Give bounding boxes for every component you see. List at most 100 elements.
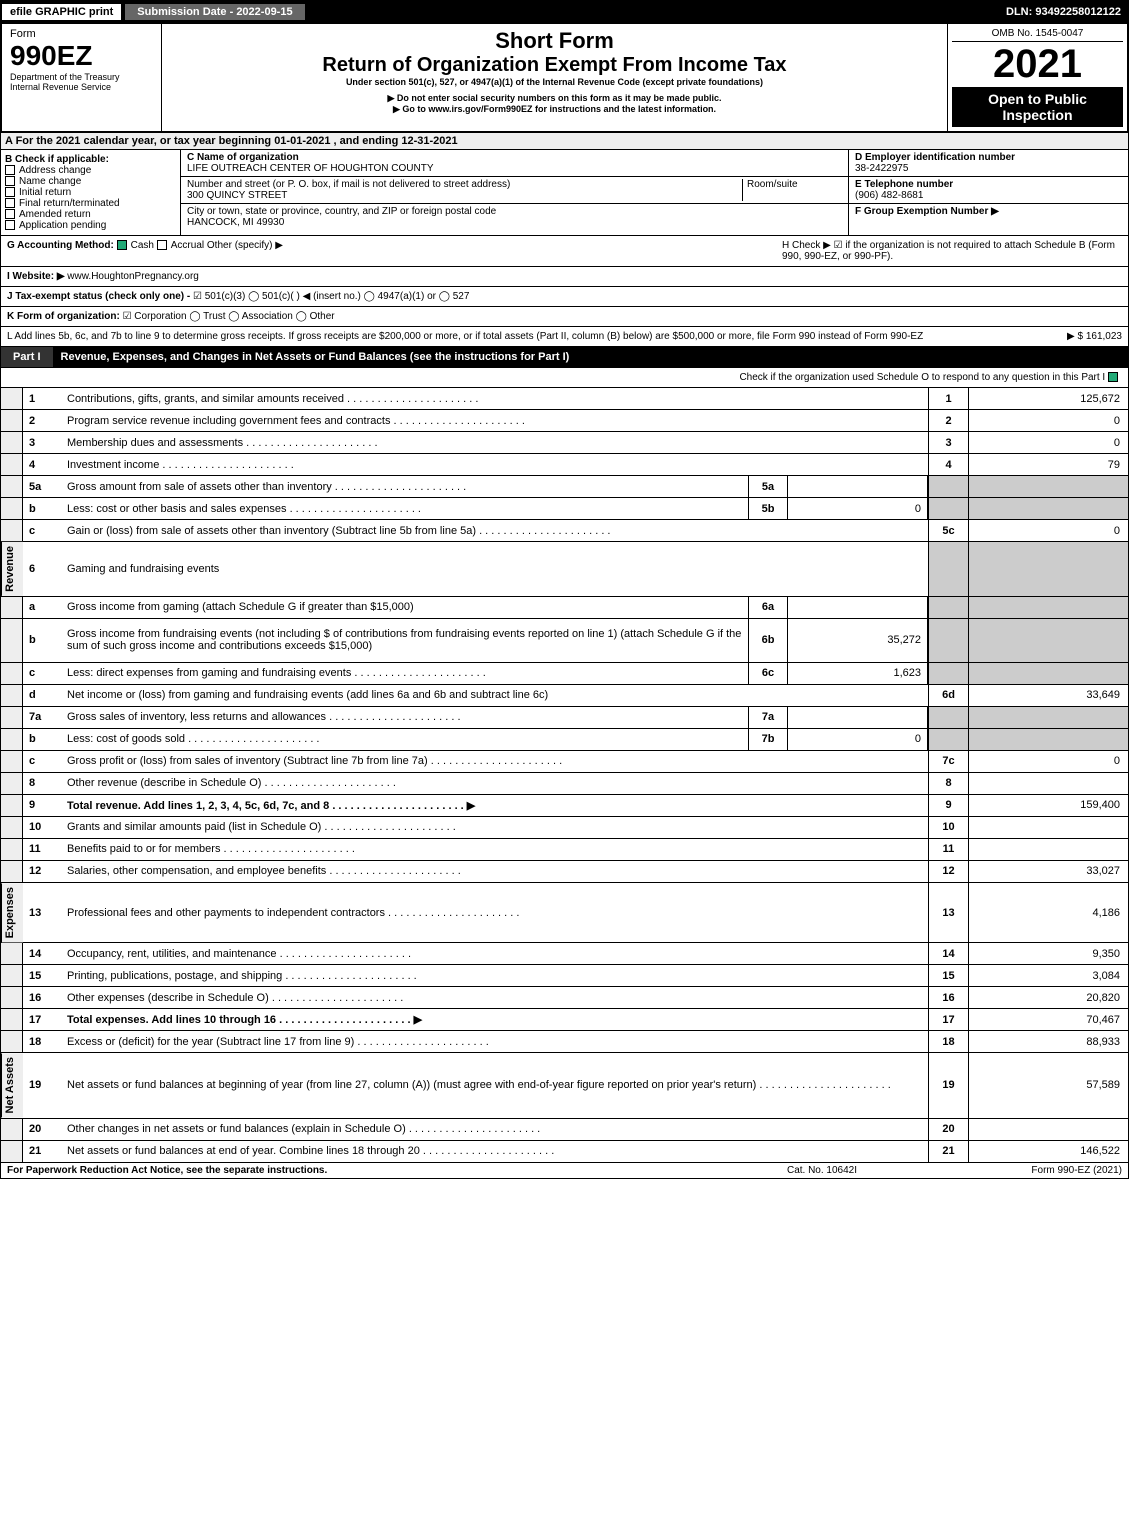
- line-7a: 7a Gross sales of inventory, less return…: [0, 707, 1129, 729]
- street-address: 300 QUINCY STREET: [187, 190, 287, 201]
- line-3: 3 Membership dues and assessments 3 0: [0, 432, 1129, 454]
- line-14: 14 Occupancy, rent, utilities, and maint…: [0, 943, 1129, 965]
- website-value[interactable]: www.HoughtonPregnancy.org: [67, 271, 199, 282]
- form-number: 990EZ: [10, 40, 153, 72]
- check-application-pending[interactable]: Application pending: [5, 220, 176, 231]
- city-label: City or town, state or province, country…: [187, 206, 496, 217]
- line-17: 17 Total expenses. Add lines 10 through …: [0, 1009, 1129, 1031]
- subtitle: Under section 501(c), 527, or 4947(a)(1)…: [166, 77, 943, 87]
- part-1-label: Part I: [1, 347, 53, 367]
- section-l: L Add lines 5b, 6c, and 7b to line 9 to …: [0, 327, 1129, 347]
- section-bcd: B Check if applicable: Address change Na…: [0, 150, 1129, 236]
- line-7b: b Less: cost of goods sold 7b 0: [0, 729, 1129, 751]
- line-6a: a Gross income from gaming (attach Sched…: [0, 597, 1129, 619]
- org-name-label: C Name of organization: [187, 152, 299, 163]
- form-label: Form: [10, 28, 153, 40]
- tax-year: 2021: [952, 42, 1123, 87]
- line-5b: b Less: cost or other basis and sales ex…: [0, 498, 1129, 520]
- line-16: 16 Other expenses (describe in Schedule …: [0, 987, 1129, 1009]
- city-state-zip: HANCOCK, MI 49930: [187, 217, 284, 228]
- line-13: Expenses 13 Professional fees and other …: [0, 883, 1129, 943]
- form-footer-label: Form 990-EZ (2021): [922, 1165, 1122, 1176]
- tax-exempt-label: J Tax-exempt status (check only one) -: [7, 291, 190, 302]
- gross-receipts-value: ▶ $ 161,023: [1067, 331, 1122, 342]
- accrual-checkbox[interactable]: [157, 240, 167, 250]
- line-18: 18 Excess or (deficit) for the year (Sub…: [0, 1031, 1129, 1053]
- dept-treasury: Department of the Treasury: [10, 72, 153, 82]
- section-l-text: L Add lines 5b, 6c, and 7b to line 9 to …: [7, 331, 923, 342]
- ein-value: 38-2422975: [855, 163, 908, 174]
- net-assets-sidebar: Net Assets: [1, 1053, 23, 1117]
- street-label: Number and street (or P. O. box, if mail…: [187, 179, 510, 190]
- group-exemption-label: F Group Exemption Number ▶: [855, 206, 999, 217]
- check-initial-return[interactable]: Initial return: [5, 187, 176, 198]
- website-label: I Website: ▶: [7, 271, 65, 282]
- line-19: Net Assets 19 Net assets or fund balance…: [0, 1053, 1129, 1118]
- omb-number: OMB No. 1545-0047: [952, 28, 1123, 42]
- line-10: 10 Grants and similar amounts paid (list…: [0, 817, 1129, 839]
- other-method: Other (specify) ▶: [207, 240, 283, 251]
- line-2: 2 Program service revenue including gove…: [0, 410, 1129, 432]
- check-final-return[interactable]: Final return/terminated: [5, 198, 176, 209]
- section-b-label: B Check if applicable:: [5, 154, 176, 165]
- org-name: LIFE OUTREACH CENTER OF HOUGHTON COUNTY: [187, 163, 434, 174]
- short-form-title: Short Form: [166, 28, 943, 54]
- schedule-o-checkbox[interactable]: [1108, 372, 1118, 382]
- accounting-method-label: G Accounting Method:: [7, 240, 114, 251]
- line-6: Revenue 6 Gaming and fundraising events: [0, 542, 1129, 597]
- line-20: 20 Other changes in net assets or fund b…: [0, 1119, 1129, 1141]
- line-5c: c Gain or (loss) from sale of assets oth…: [0, 520, 1129, 542]
- tax-exempt-options: ☑ 501(c)(3) ◯ 501(c)( ) ◀ (insert no.) ◯…: [193, 291, 469, 302]
- phone-value: (906) 482-8681: [855, 190, 923, 201]
- section-gh: G Accounting Method: Cash Accrual Other …: [0, 236, 1129, 267]
- phone-label: E Telephone number: [855, 179, 953, 190]
- instructions-link[interactable]: ▶ Go to www.irs.gov/Form990EZ for instru…: [166, 104, 943, 115]
- ssn-note: ▶ Do not enter social security numbers o…: [166, 93, 943, 104]
- cash-checkbox[interactable]: [117, 240, 127, 250]
- section-h: H Check ▶ ☑ if the organization is not r…: [782, 240, 1122, 262]
- form-org-label: K Form of organization:: [7, 311, 120, 322]
- section-i: I Website: ▶ www.HoughtonPregnancy.org: [0, 267, 1129, 287]
- line-11: 11 Benefits paid to or for members 11: [0, 839, 1129, 861]
- section-k: K Form of organization: ☑ Corporation ◯ …: [0, 307, 1129, 327]
- page-footer: For Paperwork Reduction Act Notice, see …: [0, 1163, 1129, 1179]
- form-header: Form 990EZ Department of the Treasury In…: [0, 24, 1129, 133]
- line-6b: b Gross income from fundraising events (…: [0, 619, 1129, 663]
- return-title: Return of Organization Exempt From Incom…: [166, 54, 943, 77]
- line-5a: 5a Gross amount from sale of assets othe…: [0, 476, 1129, 498]
- check-amended-return[interactable]: Amended return: [5, 209, 176, 220]
- section-c: C Name of organization LIFE OUTREACH CEN…: [181, 150, 848, 235]
- room-suite-label: Room/suite: [747, 179, 798, 190]
- irs-label: Internal Revenue Service: [10, 82, 153, 92]
- line-9: 9 Total revenue. Add lines 1, 2, 3, 4, 5…: [0, 795, 1129, 817]
- check-address-change[interactable]: Address change: [5, 165, 176, 176]
- line-8: 8 Other revenue (describe in Schedule O)…: [0, 773, 1129, 795]
- section-j: J Tax-exempt status (check only one) - ☑…: [0, 287, 1129, 307]
- paperwork-notice: For Paperwork Reduction Act Notice, see …: [7, 1165, 722, 1176]
- part-1-header: Part I Revenue, Expenses, and Changes in…: [0, 347, 1129, 368]
- section-a: A For the 2021 calendar year, or tax yea…: [0, 133, 1129, 150]
- check-name-change[interactable]: Name change: [5, 176, 176, 187]
- line-1: 1 Contributions, gifts, grants, and simi…: [0, 388, 1129, 410]
- cat-number: Cat. No. 10642I: [722, 1165, 922, 1176]
- efile-print-button[interactable]: efile GRAPHIC print: [0, 2, 123, 22]
- line-7c: c Gross profit or (loss) from sales of i…: [0, 751, 1129, 773]
- line-6c: c Less: direct expenses from gaming and …: [0, 663, 1129, 685]
- part-1-title: Revenue, Expenses, and Changes in Net As…: [53, 347, 1128, 367]
- ein-label: D Employer identification number: [855, 152, 1015, 163]
- part-1-check-note: Check if the organization used Schedule …: [0, 368, 1129, 388]
- line-4: 4 Investment income 4 79: [0, 454, 1129, 476]
- section-b: B Check if applicable: Address change Na…: [1, 150, 181, 235]
- section-def: D Employer identification number 38-2422…: [848, 150, 1128, 235]
- expenses-sidebar: Expenses: [1, 883, 23, 942]
- line-21: 21 Net assets or fund balances at end of…: [0, 1141, 1129, 1163]
- revenue-sidebar: Revenue: [1, 542, 23, 596]
- line-12: 12 Salaries, other compensation, and emp…: [0, 861, 1129, 883]
- submission-date: Submission Date - 2022-09-15: [123, 2, 306, 22]
- line-6d: d Net income or (loss) from gaming and f…: [0, 685, 1129, 707]
- line-15: 15 Printing, publications, postage, and …: [0, 965, 1129, 987]
- form-org-options: ☑ Corporation ◯ Trust ◯ Association ◯ Ot…: [123, 311, 335, 322]
- top-bar: efile GRAPHIC print Submission Date - 20…: [0, 0, 1129, 24]
- dln: DLN: 93492258012122: [998, 4, 1129, 20]
- open-public-badge: Open to Public Inspection: [952, 87, 1123, 127]
